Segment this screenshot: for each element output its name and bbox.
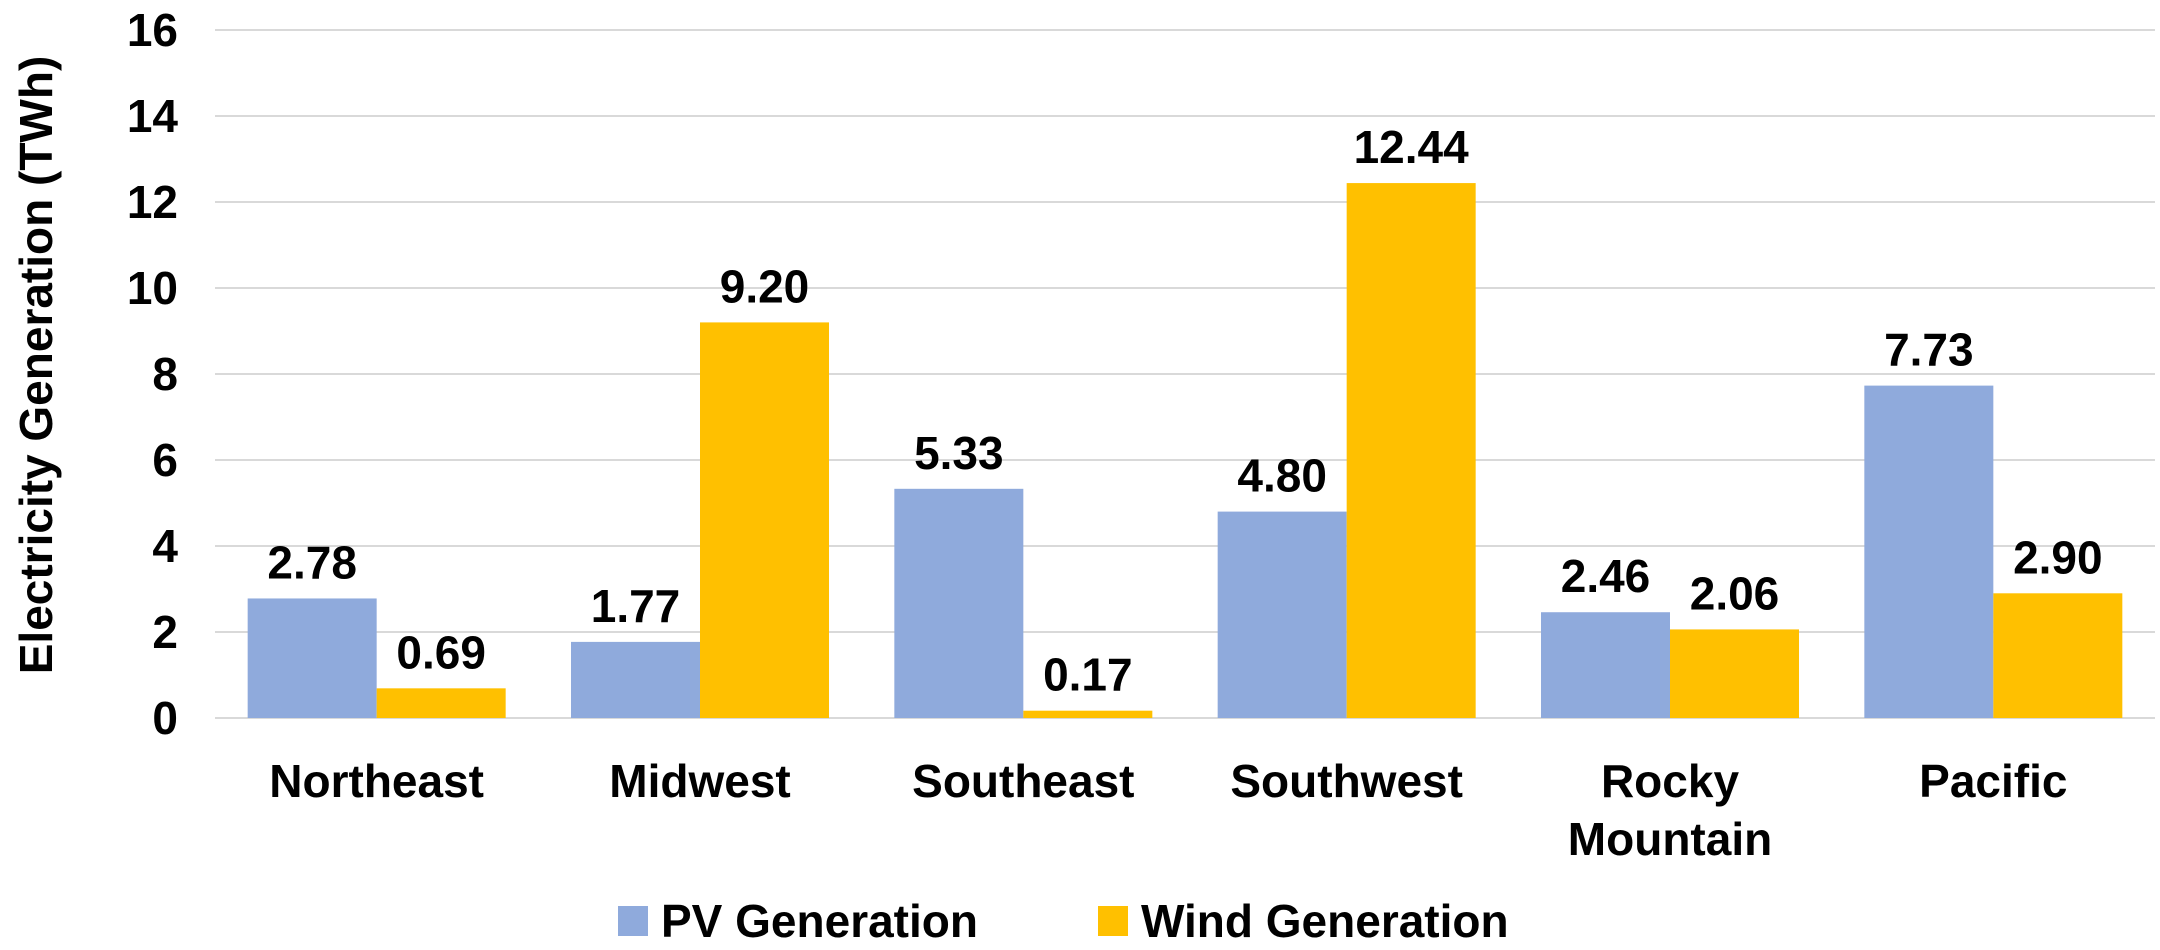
y-tick-label: 2 bbox=[152, 606, 178, 658]
data-label: 7.73 bbox=[1884, 324, 1974, 376]
legend: PV Generation Wind Generation bbox=[618, 895, 1509, 947]
data-label: 0.69 bbox=[396, 626, 486, 678]
bar-wind-generation bbox=[1346, 183, 1476, 718]
x-category-label: Southwest bbox=[1230, 755, 1463, 807]
legend-swatch bbox=[1098, 906, 1128, 936]
x-category-label: Northeast bbox=[269, 755, 484, 807]
y-axis-title: Electricity Generation (TWh) bbox=[10, 56, 62, 675]
bar-wind-generation bbox=[1023, 710, 1153, 718]
data-label: 1.77 bbox=[591, 580, 681, 632]
y-tick-label: 6 bbox=[152, 434, 178, 486]
data-label: 2.06 bbox=[1690, 567, 1780, 619]
y-tick-label: 14 bbox=[127, 90, 179, 142]
x-axis: Northeast Midwest Southeast Southwest Rocky M… bbox=[269, 755, 2067, 865]
bar-wind-generation bbox=[1993, 593, 2123, 718]
data-label: 9.20 bbox=[720, 260, 810, 312]
bar-wind-generation bbox=[376, 688, 506, 718]
data-labels: 2.78 1.77 5.33 4.80 2.46 7.73 0.69 9.20 0.17 12.4… bbox=[267, 121, 2102, 701]
y-tick-label: 0 bbox=[152, 692, 178, 744]
data-label: 0.17 bbox=[1043, 649, 1133, 701]
x-category-label: Midwest bbox=[609, 755, 790, 807]
bar-pv-generation bbox=[894, 488, 1024, 718]
y-axis: 0 2 4 6 8 10 12 14 16 bbox=[127, 4, 179, 744]
y-tick-label: 16 bbox=[127, 4, 178, 56]
bar-wind-generation bbox=[1670, 629, 1799, 718]
data-label: 5.33 bbox=[914, 427, 1004, 479]
y-tick-label: 4 bbox=[152, 520, 178, 572]
bar-pv-generation bbox=[1541, 612, 1670, 718]
y-tick-label: 12 bbox=[127, 176, 178, 228]
y-tick-label: 8 bbox=[152, 348, 178, 400]
data-label: 2.78 bbox=[267, 536, 357, 588]
bar-pv-generation bbox=[247, 598, 377, 718]
gridlines bbox=[215, 29, 2155, 719]
x-category-label: Rocky Mountain bbox=[1568, 755, 1772, 865]
bar-pv-generation bbox=[1217, 511, 1347, 718]
bar-pv-generation bbox=[1864, 385, 1994, 718]
legend-item-wind-generation: Wind Generation bbox=[1098, 895, 1509, 947]
y-tick-label: 10 bbox=[127, 262, 178, 314]
bar-pv-generation bbox=[571, 641, 700, 718]
x-category-label: Pacific bbox=[1919, 755, 2067, 807]
legend-item-pv-generation: PV Generation bbox=[618, 895, 978, 947]
legend-label: Wind Generation bbox=[1141, 895, 1509, 947]
bar-wind-generation bbox=[700, 322, 829, 718]
x-category-label: Southeast bbox=[912, 755, 1134, 807]
data-label: 2.46 bbox=[1561, 550, 1651, 602]
bars bbox=[247, 183, 2123, 718]
legend-label: PV Generation bbox=[661, 895, 978, 947]
data-label: 2.90 bbox=[2013, 531, 2103, 583]
legend-swatch bbox=[618, 906, 648, 936]
data-label: 4.80 bbox=[1237, 450, 1327, 502]
data-label: 12.44 bbox=[1354, 121, 1470, 173]
